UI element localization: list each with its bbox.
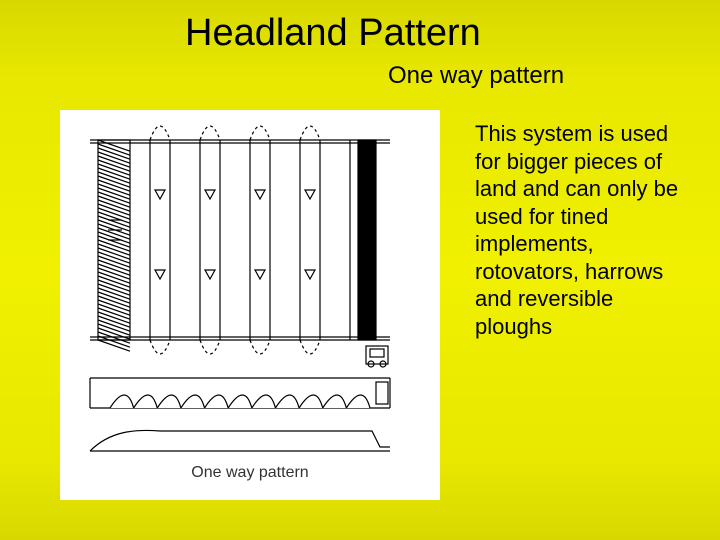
page-title: Headland Pattern <box>185 12 481 55</box>
diagram-caption: One way pattern <box>60 464 440 482</box>
pattern-diagram <box>60 110 440 500</box>
slide: Headland Pattern One way pattern This sy… <box>0 0 720 540</box>
diagram-container: One way pattern <box>60 110 440 500</box>
body-text: This system is used for bigger pieces of… <box>475 120 695 340</box>
subtitle: One way pattern <box>388 62 564 90</box>
